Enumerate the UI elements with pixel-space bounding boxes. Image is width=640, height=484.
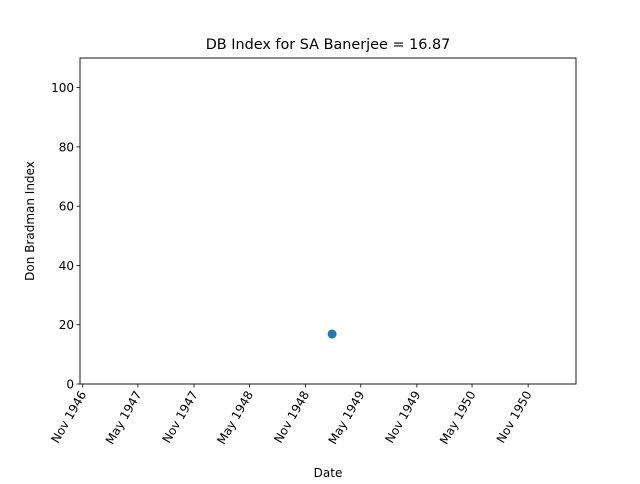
x-tick-label: Nov 1948 — [271, 389, 312, 446]
y-axis-label: Don Bradman Index — [23, 161, 37, 281]
x-tick-label: May 1950 — [437, 389, 479, 447]
y-tick-label: 0 — [66, 378, 74, 392]
plot-frame — [79, 57, 577, 385]
plot-area — [80, 58, 576, 384]
data-point — [327, 329, 337, 339]
y-axis-ticks: 0 20 40 60 80 100 — [51, 81, 80, 392]
y-tick-label: 20 — [59, 318, 74, 332]
x-tick-label: Nov 1949 — [382, 389, 423, 446]
x-tick-label: Nov 1950 — [494, 389, 535, 446]
x-tick-label: Nov 1947 — [160, 389, 201, 446]
x-tick-label: May 1947 — [103, 389, 145, 447]
x-tick-label: May 1949 — [326, 389, 368, 447]
data-points — [327, 329, 337, 339]
y-tick-label: 100 — [51, 81, 74, 95]
x-axis-ticks: Nov 1946 May 1947 Nov 1947 May 1948 Nov 1948… — [48, 384, 535, 447]
y-tick-label: 40 — [59, 259, 74, 273]
y-tick-label: 60 — [59, 200, 74, 214]
chart-title: DB Index for SA Banerjee = 16.87 — [206, 37, 451, 53]
x-tick-label: Nov 1946 — [48, 389, 89, 446]
x-tick-label: May 1948 — [214, 389, 256, 447]
x-axis-label: Date — [314, 466, 343, 480]
y-tick-label: 80 — [59, 140, 74, 154]
